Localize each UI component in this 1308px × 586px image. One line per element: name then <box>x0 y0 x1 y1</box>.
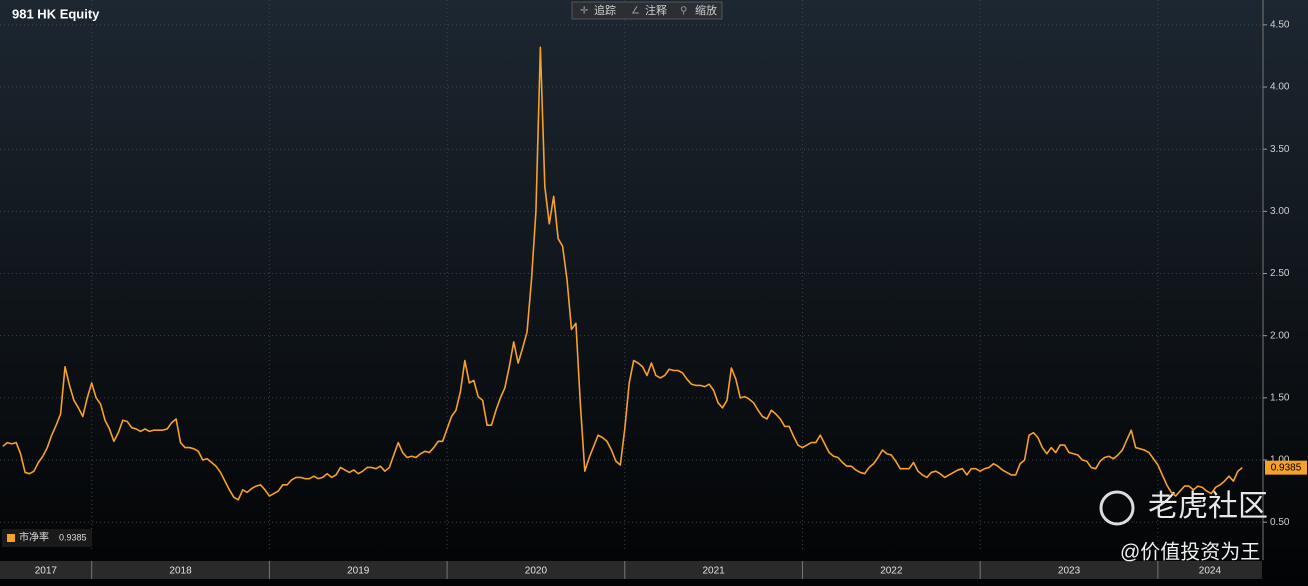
watermark-text: @价值投资为王 <box>1120 540 1260 563</box>
legend-value: 0.9385 <box>59 532 87 542</box>
y-tick-label: 4.00 <box>1270 82 1290 93</box>
legend-label: 市净率 <box>19 531 49 544</box>
y-tick-label: 0.50 <box>1270 517 1290 528</box>
watermark-text: 老虎社区 <box>1148 490 1268 523</box>
y-tick-label: 3.50 <box>1270 144 1290 155</box>
x-tick-label: 2021 <box>703 566 726 577</box>
y-tick-label: 1.00 <box>1270 455 1290 466</box>
legend-swatch <box>7 534 15 542</box>
toolbar: ✛ 追踪 ∠ 注释 ⚲ 缩放 <box>571 1 723 20</box>
toolbar-button[interactable]: 追踪 <box>594 3 616 17</box>
x-tick-label: 2019 <box>347 566 370 577</box>
y-tick-label: 1.50 <box>1270 392 1290 403</box>
x-tick-label: 2022 <box>880 566 903 577</box>
y-tick-label: 2.50 <box>1270 268 1290 279</box>
toolbar-box <box>571 1 723 20</box>
x-tick-label: 2023 <box>1058 566 1081 577</box>
y-tick-label: 3.00 <box>1270 206 1290 217</box>
watermark: 老虎社区 @价值投资为王 <box>1099 490 1268 563</box>
last-value-label: 0.9385 <box>1271 462 1302 473</box>
x-tick-label: 2020 <box>525 566 548 577</box>
grid <box>0 0 1262 552</box>
last-value-tag <box>1265 460 1307 475</box>
x-tick-label: 2017 <box>35 566 58 577</box>
series-line <box>2 46 1243 501</box>
y-tick-label: 2.00 <box>1270 330 1290 341</box>
y-tick-label: 4.50 <box>1270 20 1290 31</box>
toolbar-button[interactable]: 注释 <box>645 3 667 17</box>
legend-bg <box>2 529 92 547</box>
chart-title: 981 HK Equity <box>12 6 100 21</box>
watermark-logo <box>1099 490 1135 526</box>
toolbar-icon: ⚲ <box>680 6 687 17</box>
x-tick-label: 2024 <box>1199 566 1222 577</box>
toolbar-icon: ∠ <box>631 6 640 17</box>
toolbar-icon: ✛ <box>580 6 588 17</box>
x-axis-band <box>0 561 1262 579</box>
toolbar-button[interactable]: 缩放 <box>695 3 717 17</box>
x-tick-label: 2018 <box>169 566 192 577</box>
